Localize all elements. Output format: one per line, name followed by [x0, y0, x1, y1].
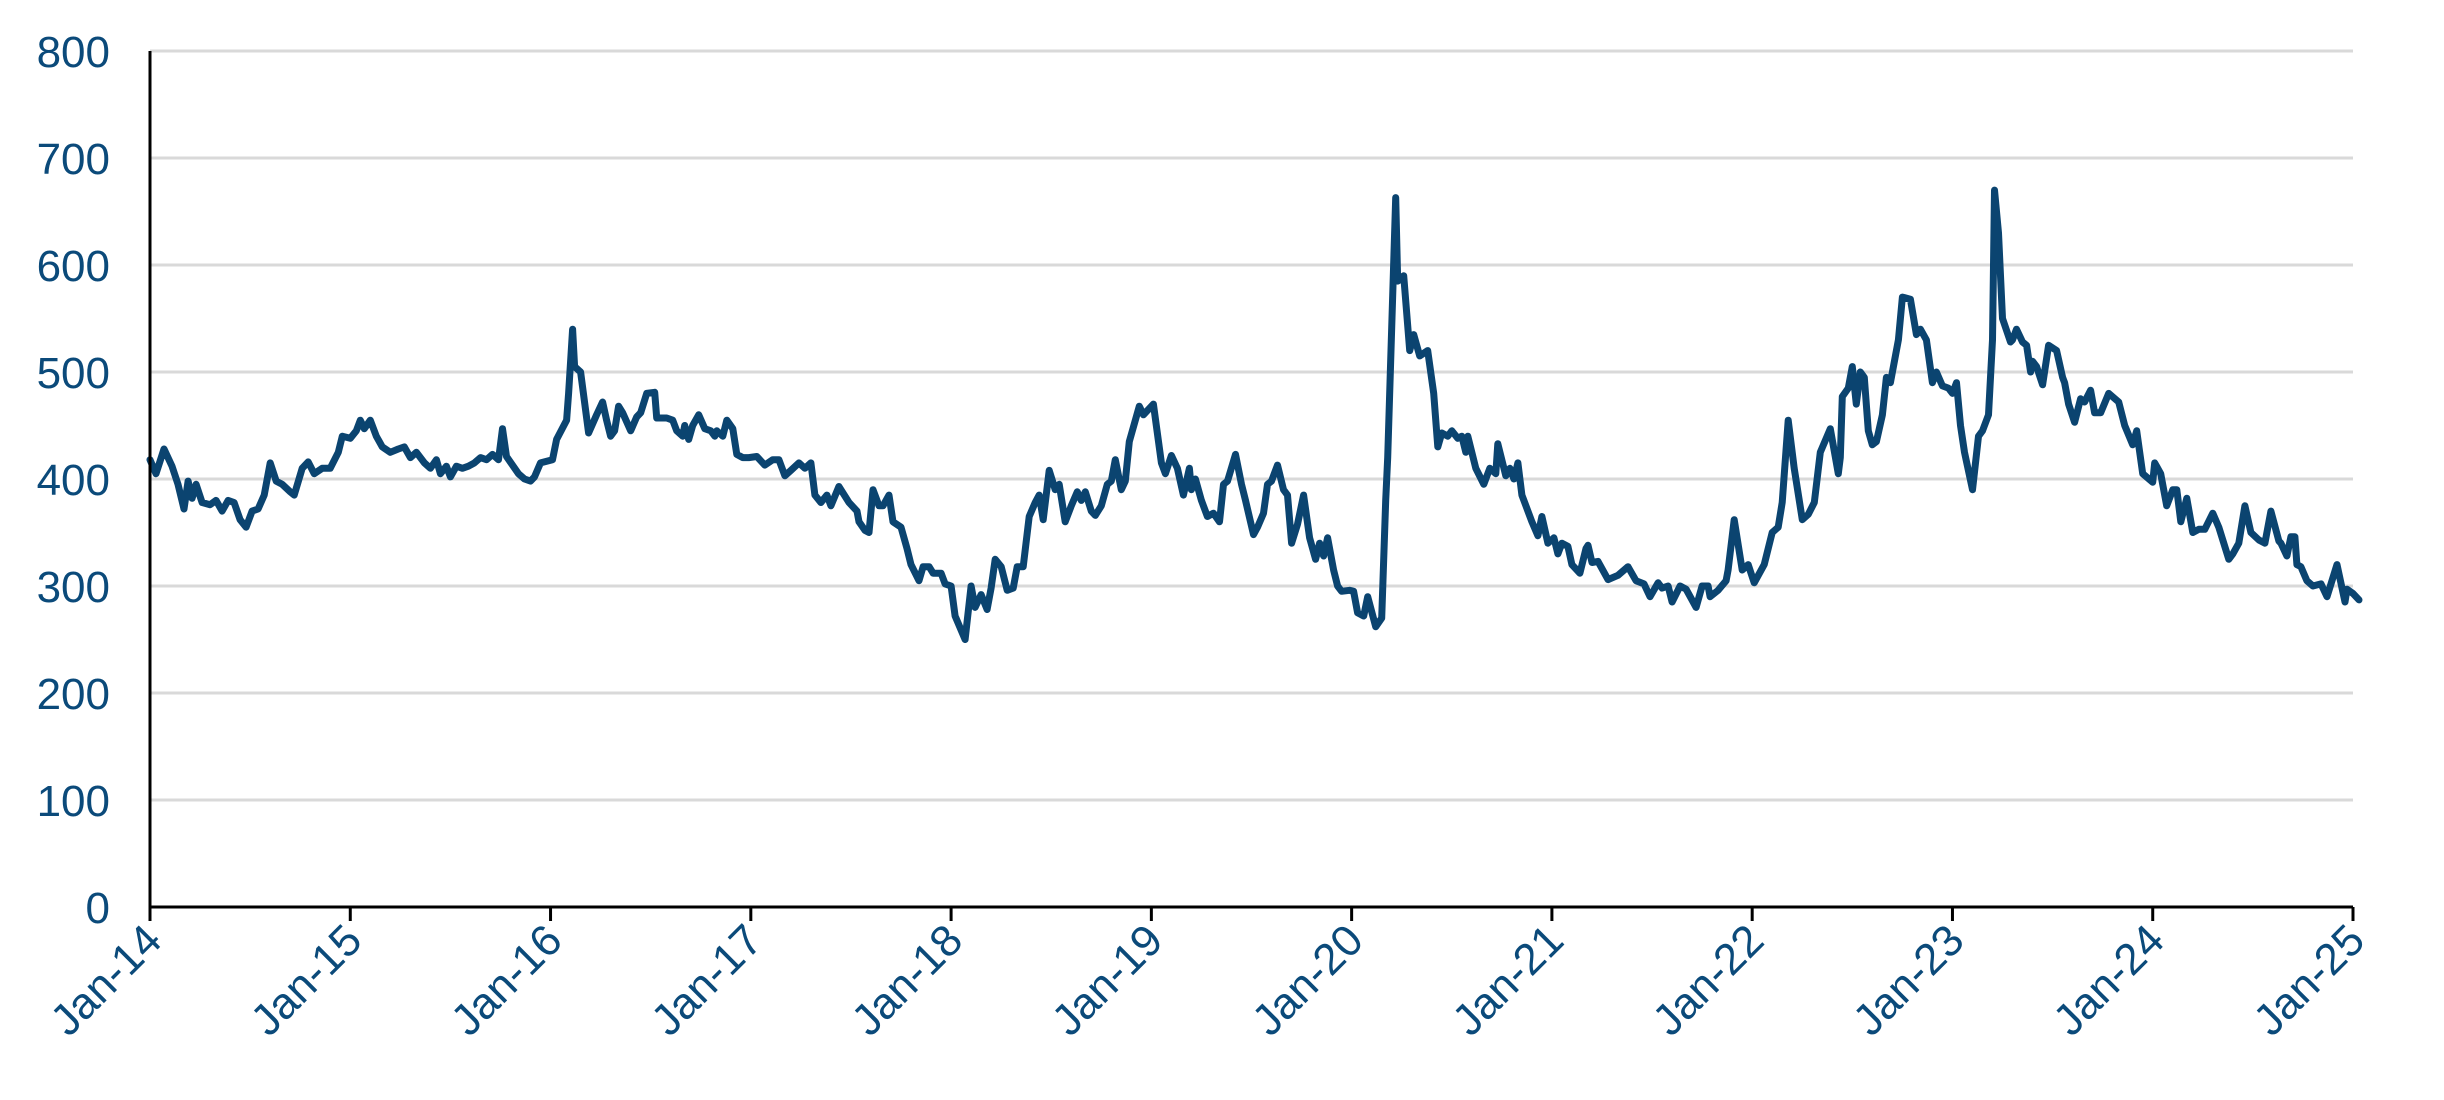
y-tick-label: 0	[86, 884, 110, 933]
x-tick-label: Jan-25	[2244, 915, 2374, 1045]
y-tick-label: 200	[37, 670, 110, 719]
x-tick-label: Jan-22	[1643, 915, 1773, 1045]
x-tick-label: Jan-18	[842, 915, 972, 1045]
y-tick-label: 600	[37, 242, 110, 291]
data-line	[146, 186, 2363, 643]
y-tick-label: 500	[37, 349, 110, 398]
x-tick-label: Jan-17	[642, 915, 772, 1045]
y-tick-label: 700	[37, 135, 110, 184]
x-tick-label: Jan-24	[2044, 915, 2174, 1045]
y-tick-label: 300	[37, 563, 110, 612]
x-tick-label: Jan-20	[1243, 915, 1373, 1045]
y-axis-labels: 0 100 200 300 400 500 600 700 800	[37, 28, 110, 933]
y-tick-label: 400	[37, 456, 110, 505]
x-axis-labels: Jan-14 Jan-15 Jan-16 Jan-17 Jan-18 Jan-19 Jan-…	[41, 915, 2374, 1045]
x-tick-label: Jan-19	[1043, 915, 1173, 1045]
axes	[148, 51, 2353, 909]
x-tick-label: Jan-21	[1443, 915, 1573, 1045]
gridlines	[150, 49, 2353, 802]
y-tick-label: 800	[37, 28, 110, 77]
x-tick-label: Jan-15	[242, 915, 372, 1045]
y-tick-label: 100	[37, 777, 110, 826]
x-tick-label: Jan-23	[1844, 915, 1974, 1045]
x-axis-ticks	[148, 907, 2355, 921]
x-tick-label: Jan-16	[442, 915, 572, 1045]
x-tick-label: Jan-14	[41, 915, 171, 1045]
